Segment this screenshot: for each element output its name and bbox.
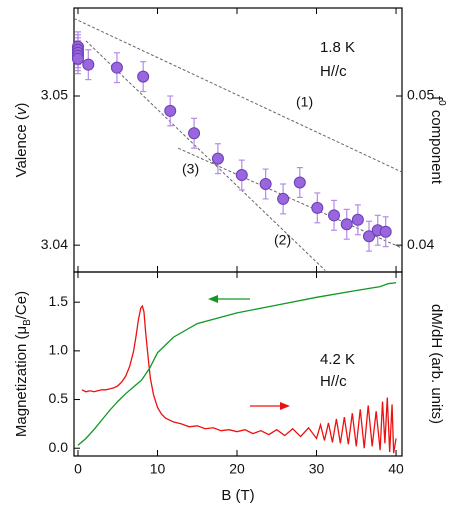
data-line (77, 282, 397, 446)
annotation: H//c (320, 373, 347, 390)
data-point (71, 52, 84, 65)
y-tick-label: 1.0 (49, 342, 69, 358)
annotation: H//c (320, 63, 347, 80)
y-tick-label: 0.0 (49, 439, 69, 455)
data-point (110, 61, 123, 74)
fit-line (85, 40, 326, 271)
y-tick-label: 0.5 (49, 390, 69, 406)
red-arrow (250, 402, 290, 410)
fit-label: (1) (296, 94, 313, 110)
y-tick-label: 1.5 (49, 293, 69, 309)
annotation: 4.2 K (320, 351, 355, 368)
data-point (277, 192, 290, 205)
data-point (211, 152, 224, 165)
x-tick-label: 30 (309, 461, 325, 477)
label-part: B (22, 319, 33, 326)
data-point (363, 230, 376, 243)
green-arrow (208, 295, 250, 303)
data-point (311, 201, 324, 214)
data-point (235, 169, 248, 182)
fit-label: (3) (182, 161, 199, 177)
y-axis-label: Valence (v) (13, 103, 30, 178)
label-part: 0 (436, 100, 447, 106)
data-point (351, 213, 364, 226)
y2-tick-label: 0.05 (407, 87, 434, 103)
x-axis-label: B (T) (221, 487, 254, 504)
x-tick-label: 10 (150, 461, 166, 477)
y2-axis-label: f0 component (428, 96, 447, 185)
label-part: Magnetization (μ (13, 326, 30, 437)
data-point (293, 176, 306, 189)
data-point (137, 70, 150, 83)
label-part: component (428, 106, 445, 185)
data-point (164, 104, 177, 117)
y2-tick-label: 0.04 (407, 236, 434, 252)
y2-axis-label: dM/dH (arb. units) (428, 304, 445, 424)
data-point (188, 127, 201, 140)
label-part: v (13, 106, 30, 115)
fit-line (177, 147, 403, 249)
y-axis-label: Magnetization (μB/Ce) (13, 291, 33, 437)
data-point (259, 178, 272, 190)
y-tick-label: 3.05 (41, 87, 68, 103)
data-point (328, 209, 341, 222)
fit-line (73, 17, 403, 173)
y-tick-label: 3.04 (41, 236, 68, 252)
x-tick-label: 20 (229, 461, 245, 477)
fit-label: (2) (274, 232, 291, 248)
label-part: f (428, 96, 445, 101)
plot-frame (73, 271, 403, 457)
data-point (340, 218, 353, 231)
label-part: /Ce) (13, 291, 30, 319)
label-part: Valence ( (13, 115, 30, 177)
x-tick-label: 40 (388, 461, 404, 477)
annotation: 1.8 K (320, 39, 355, 56)
data-point (82, 58, 95, 71)
label-part: ) (13, 103, 30, 108)
data-line (81, 304, 397, 454)
data-point (379, 225, 392, 238)
x-tick-label: 0 (74, 461, 82, 477)
